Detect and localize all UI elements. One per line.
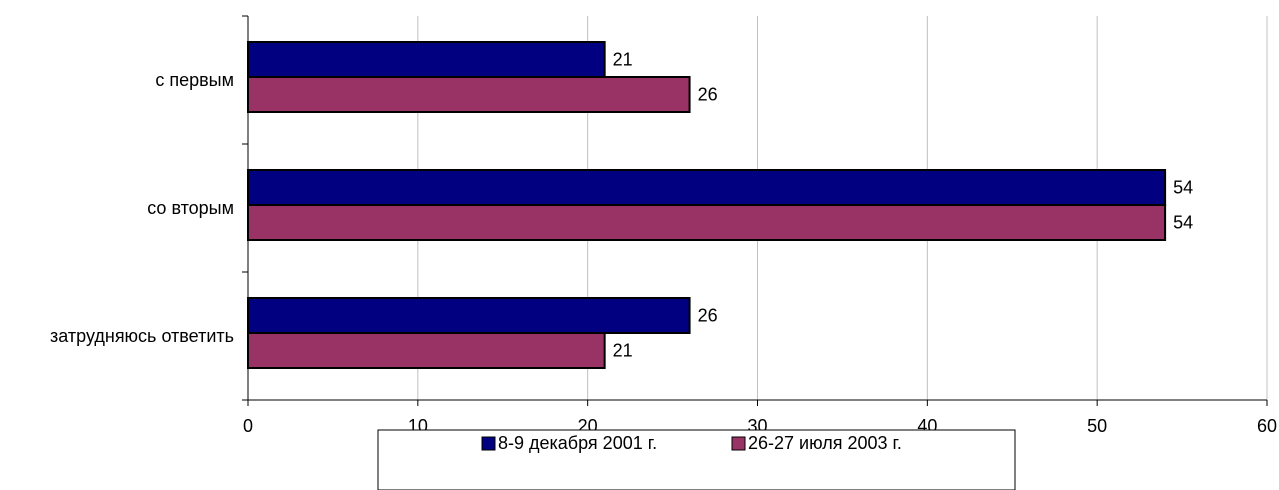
x-tick-label: 50: [1087, 416, 1107, 436]
x-tick-label: 0: [243, 416, 253, 436]
bar-series-1: [247, 297, 691, 334]
category-label: с первым: [155, 70, 234, 90]
legend-swatch-series-1: [481, 436, 496, 451]
legend-label-series-1: 8-9 декабря 2001 г.: [498, 433, 657, 453]
category-label: затрудняюсь ответить: [50, 326, 234, 346]
bar-series-2: [247, 204, 1167, 241]
data-label: 21: [613, 50, 633, 70]
category-label: со вторым: [147, 198, 234, 218]
legend: 8-9 декабря 2001 г. 26-27 июля 2003 г.: [377, 429, 1016, 490]
legend-swatch-series-2: [731, 436, 746, 451]
legend-label-series-2: 26-27 июля 2003 г.: [748, 433, 902, 453]
data-label: 21: [613, 341, 633, 361]
data-label: 54: [1173, 178, 1193, 198]
data-label: 26: [698, 306, 718, 326]
bar-series-2: [247, 332, 606, 369]
bar-series-1: [247, 169, 1167, 206]
bars: [247, 41, 1167, 369]
data-label: 54: [1173, 213, 1193, 233]
labels: с первым со вторым затрудняюсь ответить 21 5…: [50, 50, 1193, 361]
bar-series-1: [247, 41, 606, 78]
bar-series-2: [247, 76, 691, 113]
data-label: 26: [698, 85, 718, 105]
x-tick-label: 60: [1257, 416, 1277, 436]
legend-box: [377, 429, 1016, 490]
